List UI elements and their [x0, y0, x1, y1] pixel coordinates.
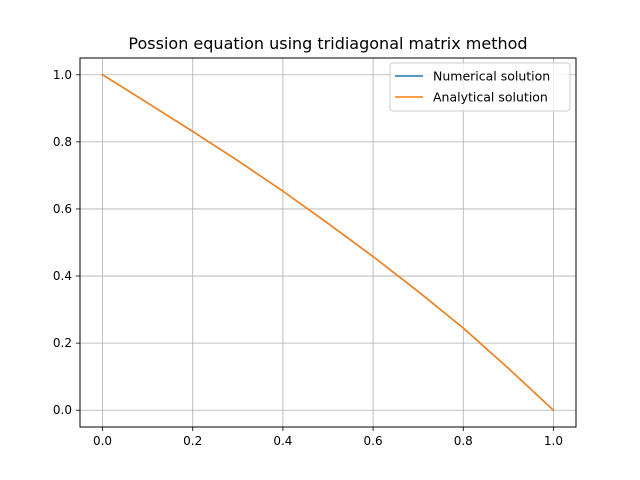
x-tick-label: 0.8: [454, 434, 473, 448]
legend-frame: [389, 62, 571, 112]
chart-title: Possion equation using tridiagonal matri…: [128, 34, 527, 53]
legend: Numerical solution Analytical solution: [389, 62, 571, 112]
axes-frame: [79, 57, 577, 428]
x-tick-label: 0.4: [273, 434, 292, 448]
x-tick-label: 0.6: [364, 434, 383, 448]
y-tick-label: 0.6: [53, 202, 72, 216]
x-tick-label: 0.0: [93, 434, 112, 448]
x-tick-label: 1.0: [544, 434, 563, 448]
y-tick-label: 0.4: [53, 269, 72, 283]
analytical-solution-line: [101, 73, 555, 412]
y-tick-label: 0.0: [53, 403, 72, 417]
numerical-solution-legend-label: Numerical solution: [433, 69, 550, 84]
y-tick-label: 1.0: [53, 68, 72, 82]
x-tick-label: 0.2: [183, 434, 202, 448]
y-tick-label: 0.8: [53, 135, 72, 149]
axis-ticks: 0.0 0.2 0.4 0.6 0.8 1.0 0.0 0.2 0.4 0.6 0.8 1.0: [53, 68, 563, 448]
series-lines: [101, 73, 555, 412]
analytical-solution-legend-label: Analytical solution: [433, 90, 548, 105]
grid-lines: [80, 58, 576, 427]
y-tick-label: 0.2: [53, 336, 72, 350]
